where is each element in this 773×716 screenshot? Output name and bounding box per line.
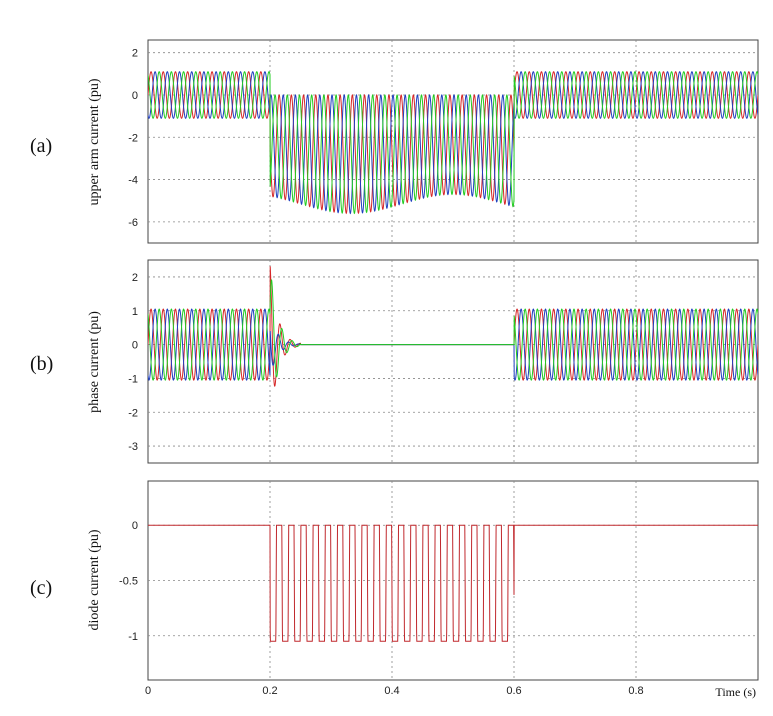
x-tick-label: 0.2	[262, 685, 277, 697]
y-axis-label-b: phase current (pu)	[87, 311, 102, 413]
y-tick-label: -3	[128, 441, 138, 453]
series-line-2	[148, 71, 758, 215]
x-tick-label: 0.8	[628, 685, 643, 697]
y-tick-label: -1	[128, 373, 138, 385]
y-tick-label: 0	[132, 90, 138, 102]
y-tick-label: -2	[128, 407, 138, 419]
y-tick-label: 0	[132, 520, 138, 532]
y-tick-label: -1	[128, 631, 138, 643]
x-tick-label: 0.4	[384, 685, 399, 697]
panel-b: (b) phase current (pu) 2 1 0 -1 -2 -3	[30, 259, 759, 464]
series-line-1	[148, 71, 758, 215]
series-line-3	[148, 279, 758, 381]
y-tick-label: 0	[132, 340, 138, 352]
y-tick-label: -0.5	[119, 576, 138, 588]
series-line-1	[148, 524, 758, 642]
panel-label-a: (a)	[30, 135, 52, 157]
y-tick-label: 2	[132, 272, 138, 284]
y-tick-label: -2	[128, 132, 138, 144]
y-tick-label: 1	[132, 306, 138, 318]
plot-area-a: 2 0 -2 -4 -6	[128, 39, 759, 244]
x-tick-label: 0.6	[506, 685, 521, 697]
y-axis-label-c: diode current (pu)	[87, 529, 102, 630]
panel-c: (c) diode current (pu) 0 -0.5 -1 0 0.2 0.4 0.6…	[30, 480, 759, 699]
plot-area-b: 2 1 0 -1 -2 -3	[128, 259, 759, 464]
panel-label-b: (b)	[30, 353, 53, 375]
y-axis-label-a: upper arm current (pu)	[87, 78, 102, 205]
y-tick-label: -4	[128, 175, 138, 187]
plot-frame	[147, 259, 759, 464]
y-tick-label: 2	[132, 48, 138, 60]
series-line-3	[148, 71, 758, 215]
y-tick-label: -6	[128, 217, 138, 229]
panel-a: (a) upper arm current (pu) 2 0 -2 -4 -6	[30, 39, 759, 244]
plot-area-c: 0 -0.5 -1 0 0.2 0.4 0.6 0.8	[119, 480, 759, 697]
panel-label-c: (c)	[30, 577, 52, 599]
x-axis-title: Time (s)	[715, 685, 756, 699]
x-tick-label: 0	[145, 685, 151, 697]
